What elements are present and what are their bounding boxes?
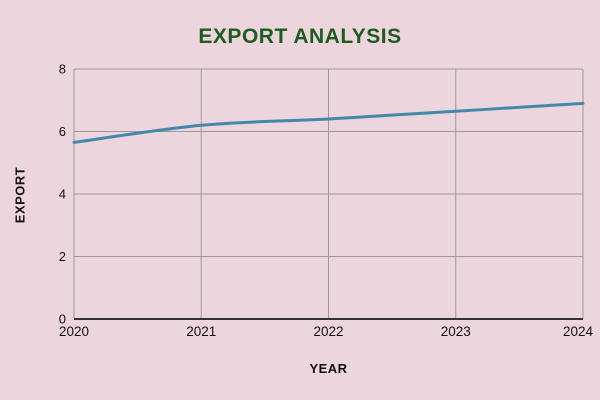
x-tick-label: 2022 [313, 324, 343, 339]
chart-title: EXPORT ANALYSIS [198, 25, 402, 48]
x-tick-label: 2021 [186, 324, 216, 339]
y-tick-label: 4 [59, 187, 66, 202]
y-tick-label: 2 [59, 249, 66, 264]
y-tick-label: 6 [59, 124, 66, 139]
x-tick-label: 2023 [441, 324, 471, 339]
x-tick-label: 2020 [59, 324, 89, 339]
y-tick-label: 8 [59, 62, 66, 77]
export-series-line [72, 101, 585, 144]
y-tick-label: 0 [59, 312, 66, 327]
x-tick-label: 2024 [563, 324, 594, 339]
x-axis-title: YEAR [309, 361, 348, 376]
